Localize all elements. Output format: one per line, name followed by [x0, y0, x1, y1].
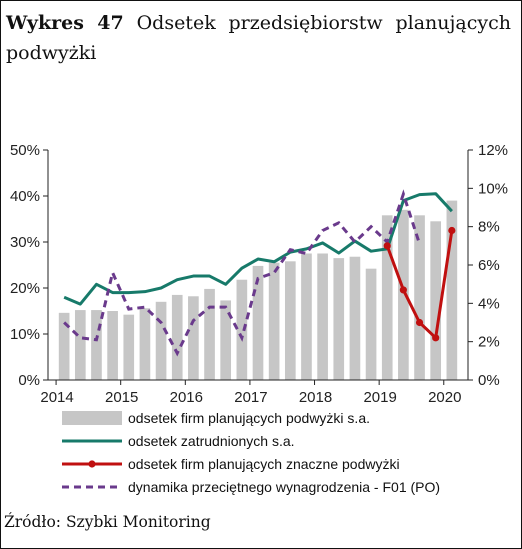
figure-label: Wykres 47: [6, 12, 124, 34]
significant-raises-point: [399, 286, 407, 294]
x-tick-label: 2017: [234, 389, 267, 406]
left-tick-label: 40%: [10, 188, 40, 205]
bar-mark: [365, 268, 377, 380]
chart: 0% 10% 20% 30% 40% 50% 0% 2% 4% 6% 8% 10% 12% 2014 201…: [10, 142, 508, 495]
bar-mark: [139, 308, 151, 380]
legend-significant-raises-marker: [88, 460, 96, 468]
right-tick-label: 10%: [478, 180, 508, 197]
bar-mark: [188, 296, 199, 380]
left-tick-label: 0%: [18, 372, 40, 389]
right-tick-label: 12%: [478, 142, 508, 159]
wage-dynamics-line: [63, 189, 421, 357]
right-tick-label: 2%: [478, 334, 500, 351]
left-tick-label: 30%: [10, 234, 40, 251]
bar-mark: [236, 279, 248, 380]
bar-mark: [398, 209, 409, 380]
x-tick-label: 2020: [428, 389, 461, 406]
bar-mark: [91, 310, 102, 380]
legend-significant-raises-label: odsetek firm planujących znaczne podwyżk…: [128, 456, 400, 472]
left-tick-label: 20%: [10, 280, 40, 297]
bar-mark: [284, 261, 296, 380]
chart-axes: 0% 10% 20% 30% 40% 50% 0% 2% 4% 6% 8% 10% 12% 2014 201…: [10, 142, 508, 406]
significant-raises-point: [432, 334, 440, 342]
bar-mark: [220, 300, 232, 380]
bar-mark: [204, 288, 215, 380]
significant-raises-point: [415, 318, 424, 327]
figure-title-text: Odsetek przedsiębiorstw planujących podw…: [6, 12, 511, 64]
bar-mark: [107, 311, 118, 380]
legend-bars-swatch: [62, 411, 122, 425]
bar-mark: [123, 314, 135, 380]
bar-mark: [349, 256, 361, 380]
x-tick-label: 2016: [170, 389, 203, 406]
bar-mark: [317, 253, 328, 380]
left-tick-label: 10%: [10, 326, 40, 343]
x-tick-label: 2014: [40, 389, 73, 406]
x-tick-label: 2019: [363, 389, 396, 406]
bar-mark: [58, 312, 70, 380]
right-tick-label: 6%: [478, 257, 500, 274]
bar-mark: [414, 215, 425, 380]
legend-wage-dynamics-label: dynamika przeciętnego wynagrodzenia - F0…: [128, 479, 440, 495]
right-tick-label: 0%: [478, 372, 500, 389]
chart-legend: odsetek firm planujących podwyżki s.a. od…: [62, 410, 440, 495]
bar-mark: [381, 215, 393, 380]
bar-mark: [333, 258, 345, 380]
bar-mark: [430, 221, 442, 380]
legend-bars-label: odsetek firm planujących podwyżki s.a.: [128, 410, 370, 426]
right-tick-label: 8%: [478, 219, 500, 236]
bar-mark: [252, 265, 264, 380]
significant-raises-point: [383, 242, 391, 250]
bar-mark: [446, 200, 458, 380]
left-tick-label: 50%: [10, 142, 40, 159]
x-tick-label: 2015: [105, 389, 138, 406]
significant-raises-point: [448, 226, 456, 235]
line-series: [63, 189, 456, 357]
bar-mark: [268, 262, 280, 380]
source-note: Źródło: Szybki Monitoring: [4, 513, 211, 531]
x-tick-label: 2018: [299, 389, 332, 406]
bar-series: [58, 200, 458, 380]
figure-title: Wykres 47 Odsetek przedsiębiorstw planuj…: [6, 8, 511, 68]
bar-mark: [171, 294, 183, 380]
bar-mark: [301, 253, 312, 380]
legend-employment-label: odsetek zatrudnionych s.a.: [128, 433, 295, 449]
bar-mark: [74, 310, 86, 380]
bar-mark: [155, 301, 167, 380]
right-tick-label: 4%: [478, 295, 500, 312]
